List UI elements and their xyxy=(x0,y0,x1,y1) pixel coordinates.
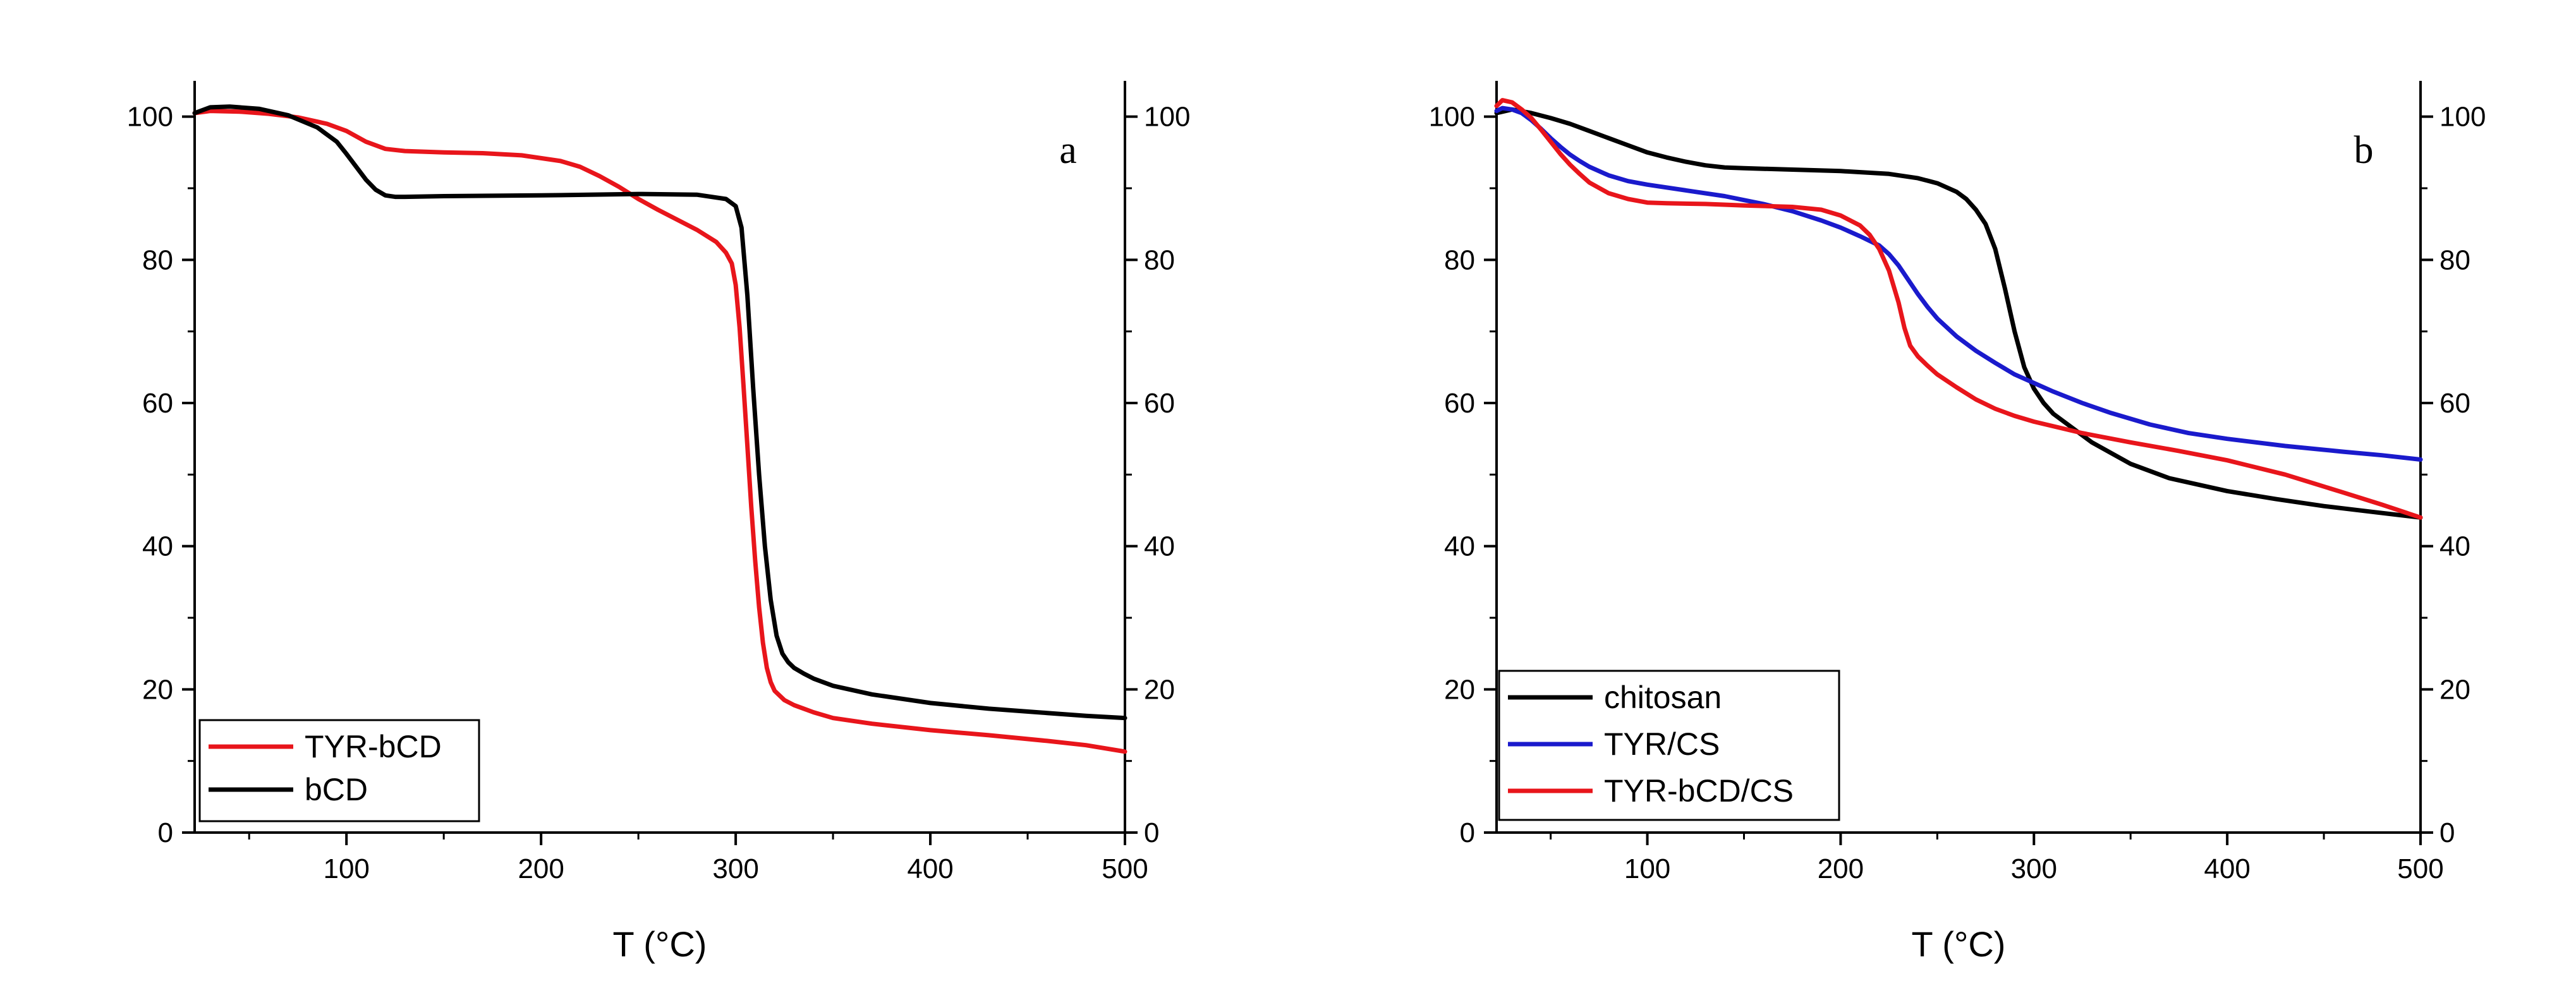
chart-panel-b: 100 200 300 400 500 0 20 40 60 80 100 0 20 40 60 80 100 T… xyxy=(1429,81,2486,964)
series-line-tyr-cs xyxy=(1494,105,2423,462)
x-tick-label: 300 xyxy=(712,853,758,884)
y-tick-label: 40 xyxy=(142,531,173,562)
x-tick-label: 400 xyxy=(2204,853,2250,884)
x-tick-label: 500 xyxy=(1102,853,1148,884)
chart-panel-a: 100 200 300 400 500 0 20 40 60 80 100 0 20 40 60 80 100 T… xyxy=(127,81,1190,964)
series-line-tyr-bcd xyxy=(192,109,1127,754)
x-tick-label: 300 xyxy=(2011,853,2057,884)
x-tick-label: 200 xyxy=(518,853,564,884)
y-tick-label: 40 xyxy=(1444,531,1475,562)
y-tick-label: 60 xyxy=(1444,388,1475,419)
x-axis-title: T (°C) xyxy=(1912,924,2006,964)
y-tick-label: 60 xyxy=(142,388,173,419)
right-y-tick-label: 20 xyxy=(1144,674,1175,705)
y-tick-label: 100 xyxy=(127,102,173,133)
x-tick-label: 200 xyxy=(1818,853,1864,884)
series-line-tyr-bcd-cs xyxy=(1494,98,2423,520)
panel-label: b xyxy=(2354,129,2374,172)
y-tick-label: 80 xyxy=(1444,244,1475,275)
x-axis-title: T (°C) xyxy=(613,924,707,964)
y-tick-label: 20 xyxy=(142,674,173,705)
y-tick-label: 80 xyxy=(142,244,173,275)
legend-label: TYR-bCD xyxy=(305,729,442,764)
y-tick-label: 0 xyxy=(158,817,173,848)
right-y-tick-label: 80 xyxy=(2439,244,2470,275)
right-y-tick-label: 40 xyxy=(2439,531,2470,562)
right-y-tick-label: 100 xyxy=(2439,102,2486,133)
y-tick-label: 0 xyxy=(1460,817,1475,848)
x-tick-label: 400 xyxy=(907,853,953,884)
right-y-tick-label: 0 xyxy=(2439,817,2455,848)
y-tick-label: 100 xyxy=(1429,102,1475,133)
series-line-chitosan xyxy=(1494,107,2423,520)
legend: TYR-bCD bCD xyxy=(198,719,480,822)
right-y-tick-label: 20 xyxy=(2439,674,2470,705)
legend: chitosan TYR/CS TYR-bCD/CS xyxy=(1498,670,1840,821)
legend-label: TYR-bCD/CS xyxy=(1604,773,1794,809)
right-y-tick-label: 40 xyxy=(1144,531,1175,562)
right-y-tick-label: 0 xyxy=(1144,817,1159,848)
right-y-tick-label: 60 xyxy=(2439,388,2470,419)
y-tick-label: 20 xyxy=(1444,674,1475,705)
legend-box xyxy=(198,719,480,822)
right-y-tick-label: 80 xyxy=(1144,244,1175,275)
x-tick-label: 100 xyxy=(323,853,369,884)
right-y-tick-label: 60 xyxy=(1144,388,1175,419)
panel-label: a xyxy=(1059,129,1077,172)
x-tick-label: 100 xyxy=(1624,853,1670,884)
series-line-bcd xyxy=(192,104,1127,721)
legend-label: bCD xyxy=(305,772,368,807)
right-y-tick-label: 100 xyxy=(1144,102,1190,133)
legend-label: chitosan xyxy=(1604,680,1722,715)
legend-label: TYR/CS xyxy=(1604,726,1720,762)
x-tick-label: 500 xyxy=(2397,853,2443,884)
